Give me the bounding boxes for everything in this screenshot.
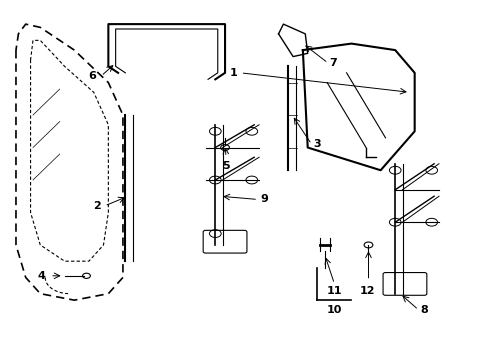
FancyBboxPatch shape <box>203 230 246 253</box>
FancyBboxPatch shape <box>382 273 426 295</box>
Text: 3: 3 <box>313 139 321 149</box>
Text: 6: 6 <box>88 71 96 81</box>
Text: 5: 5 <box>222 161 229 171</box>
Text: 1: 1 <box>229 68 237 78</box>
Text: 9: 9 <box>260 194 267 204</box>
Text: 8: 8 <box>420 305 427 315</box>
Text: 4: 4 <box>37 271 45 281</box>
Text: 10: 10 <box>326 305 342 315</box>
Text: 12: 12 <box>359 285 374 296</box>
Text: 7: 7 <box>329 58 337 68</box>
Text: 2: 2 <box>93 201 101 211</box>
Text: 11: 11 <box>326 285 342 296</box>
